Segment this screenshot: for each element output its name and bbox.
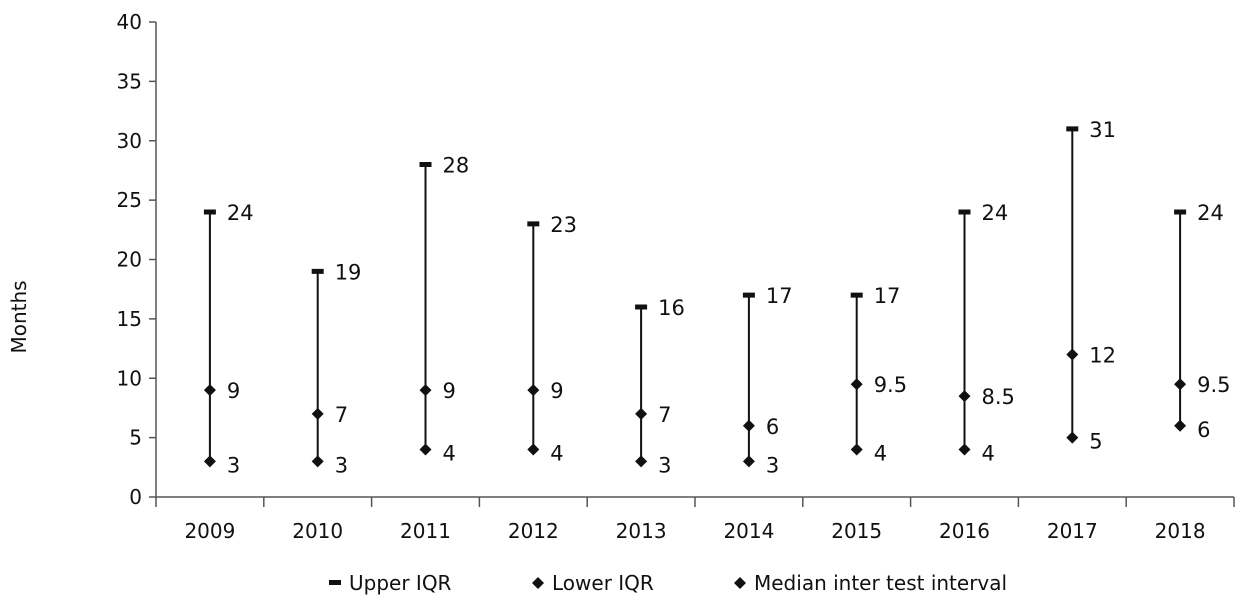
legend-item: Median inter test interval	[734, 571, 1007, 595]
median-marker	[419, 384, 432, 397]
y-axis-title: Months	[7, 280, 31, 353]
lower-iqr-marker	[1174, 419, 1187, 432]
y-tick-label: 10	[117, 366, 142, 390]
lower-iqr-marker	[527, 443, 540, 456]
median-label: 9	[550, 379, 563, 403]
y-tick-label: 5	[129, 426, 142, 450]
y-tick-label: 20	[117, 248, 142, 272]
median-label: 9.5	[874, 373, 907, 397]
lower-iqr-marker	[419, 443, 432, 456]
x-tick-label: 2010	[292, 519, 343, 543]
median-label: 7	[658, 403, 671, 427]
legend: Upper IQR Lower IQR Median inter test inte…	[329, 571, 1007, 595]
median-marker	[311, 407, 324, 420]
median-label: 8.5	[982, 385, 1015, 409]
upper-iqr-marker	[742, 292, 755, 298]
x-tick-label: 2018	[1155, 519, 1206, 543]
lower-iqr-marker	[958, 443, 971, 456]
lower-iqr-marker	[1066, 431, 1079, 444]
upper-iqr-label: 17	[874, 284, 901, 308]
y-tick-label: 40	[117, 10, 142, 34]
upper-iqr-label: 28	[443, 154, 470, 178]
median-marker	[635, 407, 648, 420]
median-marker	[958, 390, 971, 403]
median-label: 12	[1089, 344, 1116, 368]
median-label: 7	[335, 403, 348, 427]
lower-iqr-marker	[742, 455, 755, 468]
lower-iqr-label: 4	[443, 442, 456, 466]
x-tick-label: 2012	[508, 519, 559, 543]
lower-iqr-label: 3	[658, 453, 671, 477]
median-marker	[850, 378, 863, 391]
lower-iqr-marker	[203, 455, 216, 468]
median-marker	[1174, 378, 1187, 391]
axes	[149, 21, 1235, 507]
legend-diamond-icon	[532, 577, 544, 589]
lower-iqr-label: 4	[550, 442, 563, 466]
upper-iqr-label: 19	[335, 260, 362, 284]
upper-iqr-marker	[1174, 209, 1187, 215]
legend-item: Lower IQR	[532, 571, 654, 595]
median-label: 9.5	[1197, 373, 1230, 397]
y-tick-label: 15	[117, 307, 142, 331]
upper-iqr-label: 24	[227, 201, 254, 225]
upper-iqr-marker	[635, 304, 648, 310]
x-tick-labels: 2009 2010 2011 2012 2013 2014 2015 2016 2017 2018	[184, 519, 1205, 543]
legend-item: Upper IQR	[329, 571, 452, 595]
legend-diamond-icon	[734, 577, 746, 589]
y-tick-labels: 0 5 10 15 20 25 30 35 40	[117, 10, 142, 509]
x-tick-label: 2011	[400, 519, 451, 543]
lower-iqr-marker	[635, 455, 648, 468]
x-tick-label: 2016	[939, 519, 990, 543]
data-markers	[203, 126, 1187, 468]
upper-iqr-marker	[527, 221, 540, 227]
legend-label: Lower IQR	[552, 571, 654, 595]
upper-iqr-marker	[850, 292, 863, 298]
legend-label: Median inter test interval	[754, 571, 1007, 595]
median-label: 6	[766, 415, 779, 439]
lower-iqr-marker	[311, 455, 324, 468]
x-tick-label: 2015	[831, 519, 882, 543]
lower-iqr-label: 3	[766, 453, 779, 477]
upper-iqr-marker	[419, 162, 432, 167]
upper-iqr-label: 17	[766, 284, 793, 308]
y-tick-label: 25	[117, 188, 142, 212]
upper-iqr-marker	[958, 209, 971, 215]
upper-iqr-label: 24	[1197, 201, 1224, 225]
lower-iqr-label: 4	[982, 442, 995, 466]
legend-label: Upper IQR	[349, 571, 452, 595]
median-label: 9	[227, 379, 240, 403]
median-marker	[742, 419, 755, 432]
x-tick-label: 2009	[184, 519, 235, 543]
upper-iqr-label: 24	[982, 201, 1009, 225]
upper-iqr-marker	[1066, 126, 1079, 132]
upper-iqr-label: 23	[550, 213, 577, 237]
median-label: 9	[443, 379, 456, 403]
lower-iqr-label: 6	[1197, 418, 1210, 442]
x-tick-label: 2014	[723, 519, 774, 543]
median-marker	[527, 384, 540, 397]
hi-lo-lines	[208, 128, 1182, 462]
legend-dash-icon	[329, 580, 341, 585]
upper-iqr-marker	[311, 268, 324, 274]
x-tick-label: 2017	[1047, 519, 1098, 543]
lower-iqr-label: 3	[335, 453, 348, 477]
lower-iqr-label: 4	[874, 442, 887, 466]
data-labels: 2439193728492349163717361749.52448.53151…	[227, 118, 1231, 478]
lower-iqr-label: 3	[227, 453, 240, 477]
y-tick-label: 35	[117, 69, 142, 93]
upper-iqr-label: 31	[1089, 118, 1116, 142]
upper-iqr-label: 16	[658, 296, 685, 320]
lower-iqr-label: 5	[1089, 430, 1102, 454]
upper-iqr-marker	[203, 209, 216, 215]
median-marker	[1066, 348, 1079, 361]
y-tick-label: 30	[117, 129, 142, 153]
x-tick-label: 2013	[616, 519, 667, 543]
median-marker	[203, 384, 216, 397]
y-tick-label: 0	[129, 485, 142, 509]
lower-iqr-marker	[850, 443, 863, 456]
